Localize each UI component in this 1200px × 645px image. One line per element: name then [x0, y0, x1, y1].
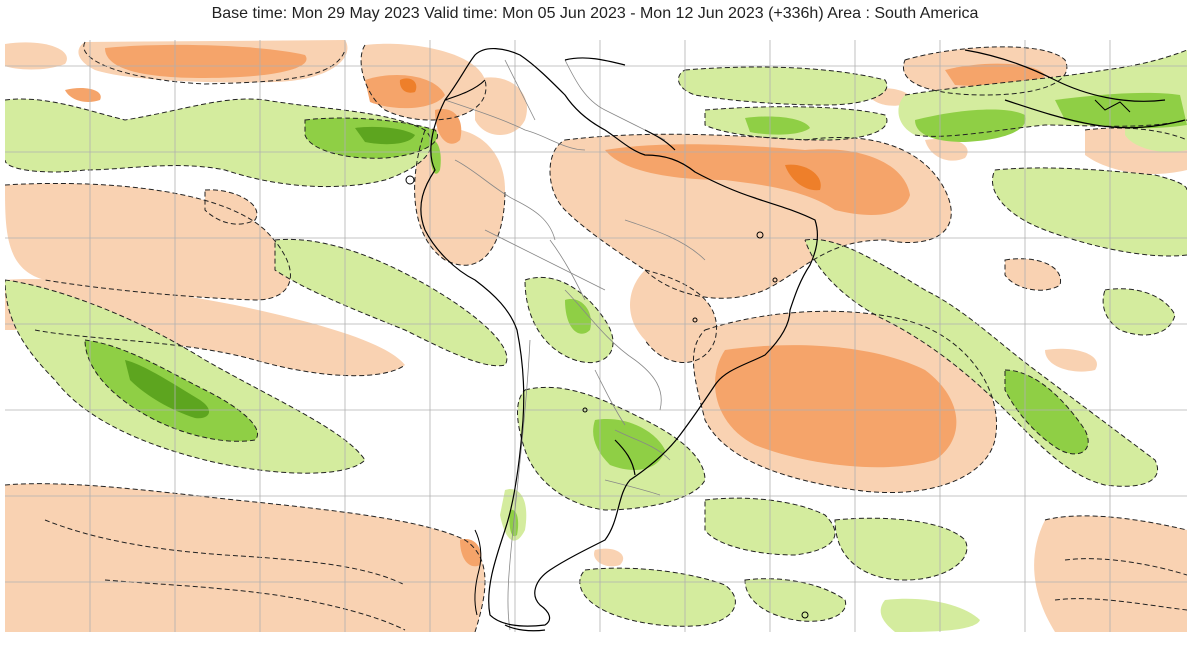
forecast-map	[5, 40, 1187, 632]
lat-lon-grid	[5, 40, 1187, 632]
anomaly-map-canvas	[5, 40, 1187, 632]
map-title: Base time: Mon 29 May 2023 Valid time: M…	[211, 5, 979, 22]
island-details	[405, 99, 1131, 619]
significance-contours	[5, 41, 1187, 632]
coastline	[420, 48, 1186, 632]
negative-anomaly-strong	[399, 78, 821, 191]
country-borders	[444, 59, 706, 631]
positive-anomaly-strong	[125, 126, 415, 419]
